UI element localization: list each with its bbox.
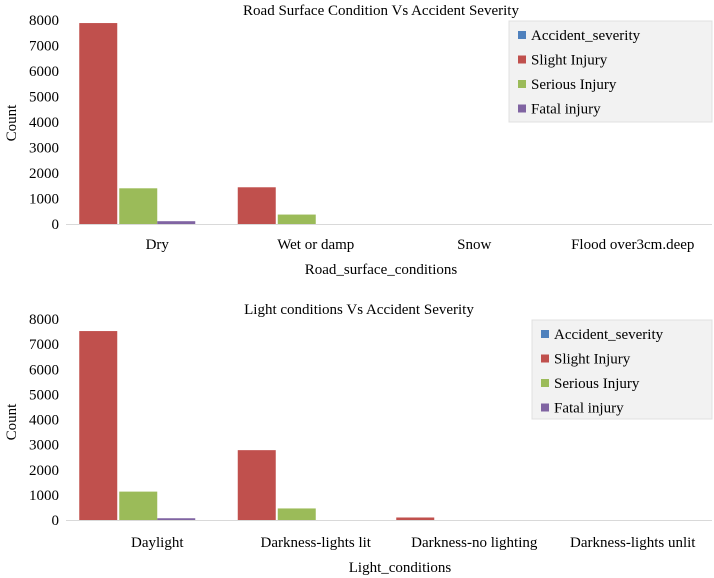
- x-tick-labels: Dry Wet or damp Snow Flood over3cm.deep: [146, 237, 695, 253]
- y-tick-label: 5000: [29, 90, 59, 106]
- y-axis-title: Count: [4, 104, 20, 142]
- x-tick-label: Daylight: [131, 535, 184, 551]
- legend-label: Fatal injury: [554, 401, 624, 417]
- legend-swatch: [541, 403, 549, 412]
- y-tick-label: 5000: [29, 387, 59, 403]
- bars: [79, 331, 435, 520]
- chart-title: Road Surface Condition Vs Accident Sever…: [243, 3, 519, 19]
- x-tick-label: Flood over3cm.deep: [571, 237, 694, 253]
- bar: [277, 508, 316, 520]
- bar: [119, 491, 158, 520]
- y-axis-title: Count: [4, 403, 20, 441]
- x-tick-label: Snow: [457, 237, 491, 253]
- legend-swatch: [541, 354, 549, 363]
- legend-label: Accident_severity: [554, 327, 664, 343]
- bar: [157, 518, 196, 520]
- y-tick-label: 6000: [29, 64, 59, 80]
- chart-title: Light conditions Vs Accident Severity: [244, 302, 474, 318]
- bar: [277, 214, 316, 224]
- y-tick-label: 2000: [29, 166, 59, 182]
- legend-swatch: [518, 55, 526, 64]
- x-tick-label: Darkness-lights lit: [261, 535, 372, 551]
- y-tick-label: 7000: [29, 337, 59, 353]
- chart-light-conditions: Light conditions Vs Accident Severity Co…: [4, 302, 713, 576]
- y-tick-label: 1000: [29, 488, 59, 504]
- y-tick-label: 0: [52, 513, 60, 529]
- legend-box: [531, 319, 713, 420]
- bar: [79, 331, 118, 520]
- x-tick-label: Dry: [146, 237, 170, 253]
- x-axis-title: Road_surface_conditions: [305, 262, 458, 278]
- legend-swatch: [518, 104, 526, 113]
- bar: [237, 187, 276, 224]
- legend-label: Accident_severity: [531, 28, 641, 44]
- legend-label: Fatal injury: [531, 102, 601, 118]
- legend-swatch: [541, 330, 549, 338]
- y-tick-label: 3000: [29, 438, 59, 454]
- x-tick-label: Darkness-no lighting: [411, 535, 538, 551]
- x-tick-label: Wet or damp: [277, 237, 354, 253]
- legend: Accident_severity Slight Injury Serious In…: [531, 319, 713, 420]
- y-tick-label: 4000: [29, 115, 59, 131]
- x-tick-label: Darkness-lights unlit: [570, 535, 696, 551]
- bar: [119, 188, 158, 224]
- bar: [157, 221, 196, 224]
- legend-label: Slight Injury: [554, 352, 631, 368]
- legend-swatch: [541, 379, 549, 387]
- legend-swatch: [518, 80, 526, 88]
- legend-label: Slight Injury: [531, 53, 608, 69]
- y-tick-label: 2000: [29, 463, 59, 479]
- x-axis-title: Light_conditions: [349, 560, 452, 576]
- y-tick-labels: 0 1000 2000 3000 4000 5000 6000 7000 8000: [29, 13, 59, 233]
- legend-label: Serious Injury: [531, 77, 617, 93]
- legend-swatch: [518, 31, 526, 39]
- y-tick-label: 6000: [29, 362, 59, 378]
- y-tick-label: 8000: [29, 312, 59, 328]
- chart-road-surface: Road Surface Condition Vs Accident Sever…: [4, 3, 713, 278]
- legend-box: [508, 20, 713, 123]
- y-tick-label: 8000: [29, 13, 59, 29]
- y-tick-label: 4000: [29, 413, 59, 429]
- x-tick-labels: Daylight Darkness-lights lit Darkness-no l…: [131, 535, 696, 551]
- legend-label: Serious Injury: [554, 376, 640, 392]
- bar: [237, 450, 276, 520]
- y-tick-label: 0: [52, 217, 60, 233]
- y-tick-label: 3000: [29, 141, 59, 157]
- y-tick-labels: 0 1000 2000 3000 4000 5000 6000 7000 8000: [29, 312, 59, 529]
- y-tick-label: 1000: [29, 192, 59, 208]
- bar: [396, 517, 435, 520]
- y-tick-label: 7000: [29, 39, 59, 55]
- bar: [79, 23, 118, 225]
- bars: [79, 23, 316, 225]
- legend: Accident_severity Slight Injury Serious In…: [508, 20, 713, 123]
